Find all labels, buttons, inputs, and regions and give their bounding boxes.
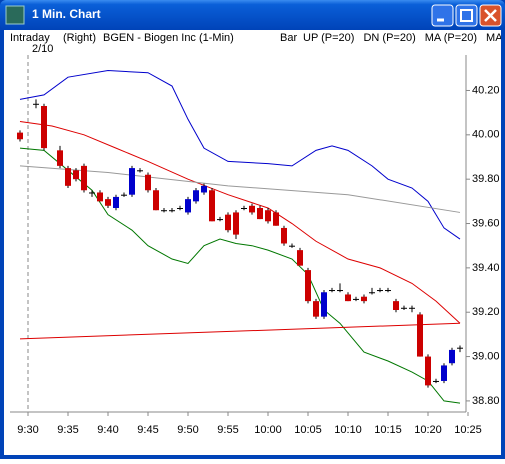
candle-body (425, 356, 431, 386)
legend-item: UP (P=20) (303, 32, 354, 44)
x-tick-label: 9:40 (97, 424, 118, 436)
maximize-button[interactable] (455, 4, 478, 27)
candle-body (281, 227, 287, 244)
legend-item: MA (P=20) (425, 32, 477, 44)
candle-body (89, 192, 95, 194)
candle-body (305, 270, 311, 302)
style-label: Bar (280, 32, 297, 44)
y-tick-label: 39.00 (472, 350, 500, 362)
candle-body (321, 292, 327, 317)
legend-item: DN (P=20) (363, 32, 415, 44)
candle-body (225, 214, 231, 231)
candle-body (393, 301, 399, 310)
header-text: Intraday (10, 32, 50, 44)
candle-body (257, 208, 263, 220)
x-tick-label: 9:45 (137, 424, 158, 436)
y-tick-label: 39.40 (472, 262, 500, 274)
x-tick-label: 10:25 (454, 424, 482, 436)
candle-body (457, 347, 463, 349)
window-title: 1 Min. Chart (32, 7, 101, 21)
indicator-line (19, 322, 461, 340)
candle-body (369, 292, 375, 294)
candle-body (377, 290, 383, 292)
candle-body (145, 174, 151, 191)
candle-body (177, 208, 183, 209)
header-text: BGEN - Biogen Inc (1-Min) (103, 32, 234, 44)
candle-body (209, 190, 215, 222)
y-tick-label: 39.80 (472, 173, 500, 185)
candle-body (249, 205, 255, 213)
header-text: (Right) (63, 32, 96, 44)
indicator-line (19, 70, 461, 240)
candle-body (113, 196, 119, 208)
indicator-line (19, 147, 461, 404)
x-tick-label: 10:10 (334, 424, 362, 436)
x-tick-label: 9:55 (217, 424, 238, 436)
x-tick-label: 10:15 (374, 424, 402, 436)
candle-body (273, 212, 279, 226)
x-tick-label: 10:05 (294, 424, 322, 436)
candle-body (73, 170, 79, 180)
candle-body (57, 150, 63, 166)
x-tick-label: 10:00 (254, 424, 282, 436)
candle-body (401, 307, 407, 309)
candle-body (161, 210, 167, 212)
candle-body (353, 298, 359, 300)
candle-body (233, 212, 239, 235)
candle-body (265, 210, 271, 222)
candle-body (217, 219, 223, 221)
candle-body (169, 210, 175, 212)
title-bar (0, 0, 505, 30)
candle-body (33, 103, 39, 105)
candle-body (409, 307, 415, 309)
date-label: 2/10 (32, 43, 53, 55)
x-tick-label: 9:35 (57, 424, 78, 436)
candle-body (433, 380, 439, 382)
candle-body (105, 199, 111, 206)
candle-body (329, 290, 335, 292)
candle-body (153, 190, 159, 211)
candle-body (297, 250, 303, 266)
candle-body (449, 349, 455, 364)
candle-body (201, 185, 207, 193)
y-tick-label: 38.80 (472, 395, 500, 407)
candle-body (41, 106, 47, 149)
client-area (4, 30, 501, 455)
candle-body (385, 290, 391, 292)
y-tick-label: 39.20 (472, 306, 500, 318)
y-tick-label: 40.00 (472, 129, 500, 141)
y-tick-label: 39.60 (472, 217, 500, 229)
candle-body (289, 245, 295, 247)
candle-body (185, 199, 191, 213)
candle-body (441, 365, 447, 381)
candle-body (361, 296, 367, 302)
candle-body (241, 208, 247, 209)
chart: Intraday (Right) BGEN - Biogen Inc (1-Mi… (10, 32, 503, 436)
candle-body (193, 190, 199, 202)
x-tick-label: 9:30 (17, 424, 38, 436)
candle-body (17, 132, 23, 140)
x-tick-label: 10:20 (414, 424, 442, 436)
candle-body (417, 314, 423, 357)
candle-body (313, 301, 319, 317)
candle-body (337, 290, 343, 292)
candle-body (137, 170, 143, 172)
legend-item: MA (486, 32, 503, 44)
candle-body (81, 165, 87, 191)
x-tick-label: 9:50 (177, 424, 198, 436)
candle-body (121, 194, 127, 196)
y-tick-label: 40.20 (472, 84, 500, 96)
candle-body (345, 294, 351, 302)
candle-body (65, 168, 71, 186)
maximize-icon (460, 9, 473, 22)
candle-body (129, 168, 135, 195)
app-icon (5, 5, 25, 25)
close-icon (484, 9, 497, 22)
minimize-button[interactable] (431, 4, 454, 27)
candle-body (97, 192, 103, 202)
